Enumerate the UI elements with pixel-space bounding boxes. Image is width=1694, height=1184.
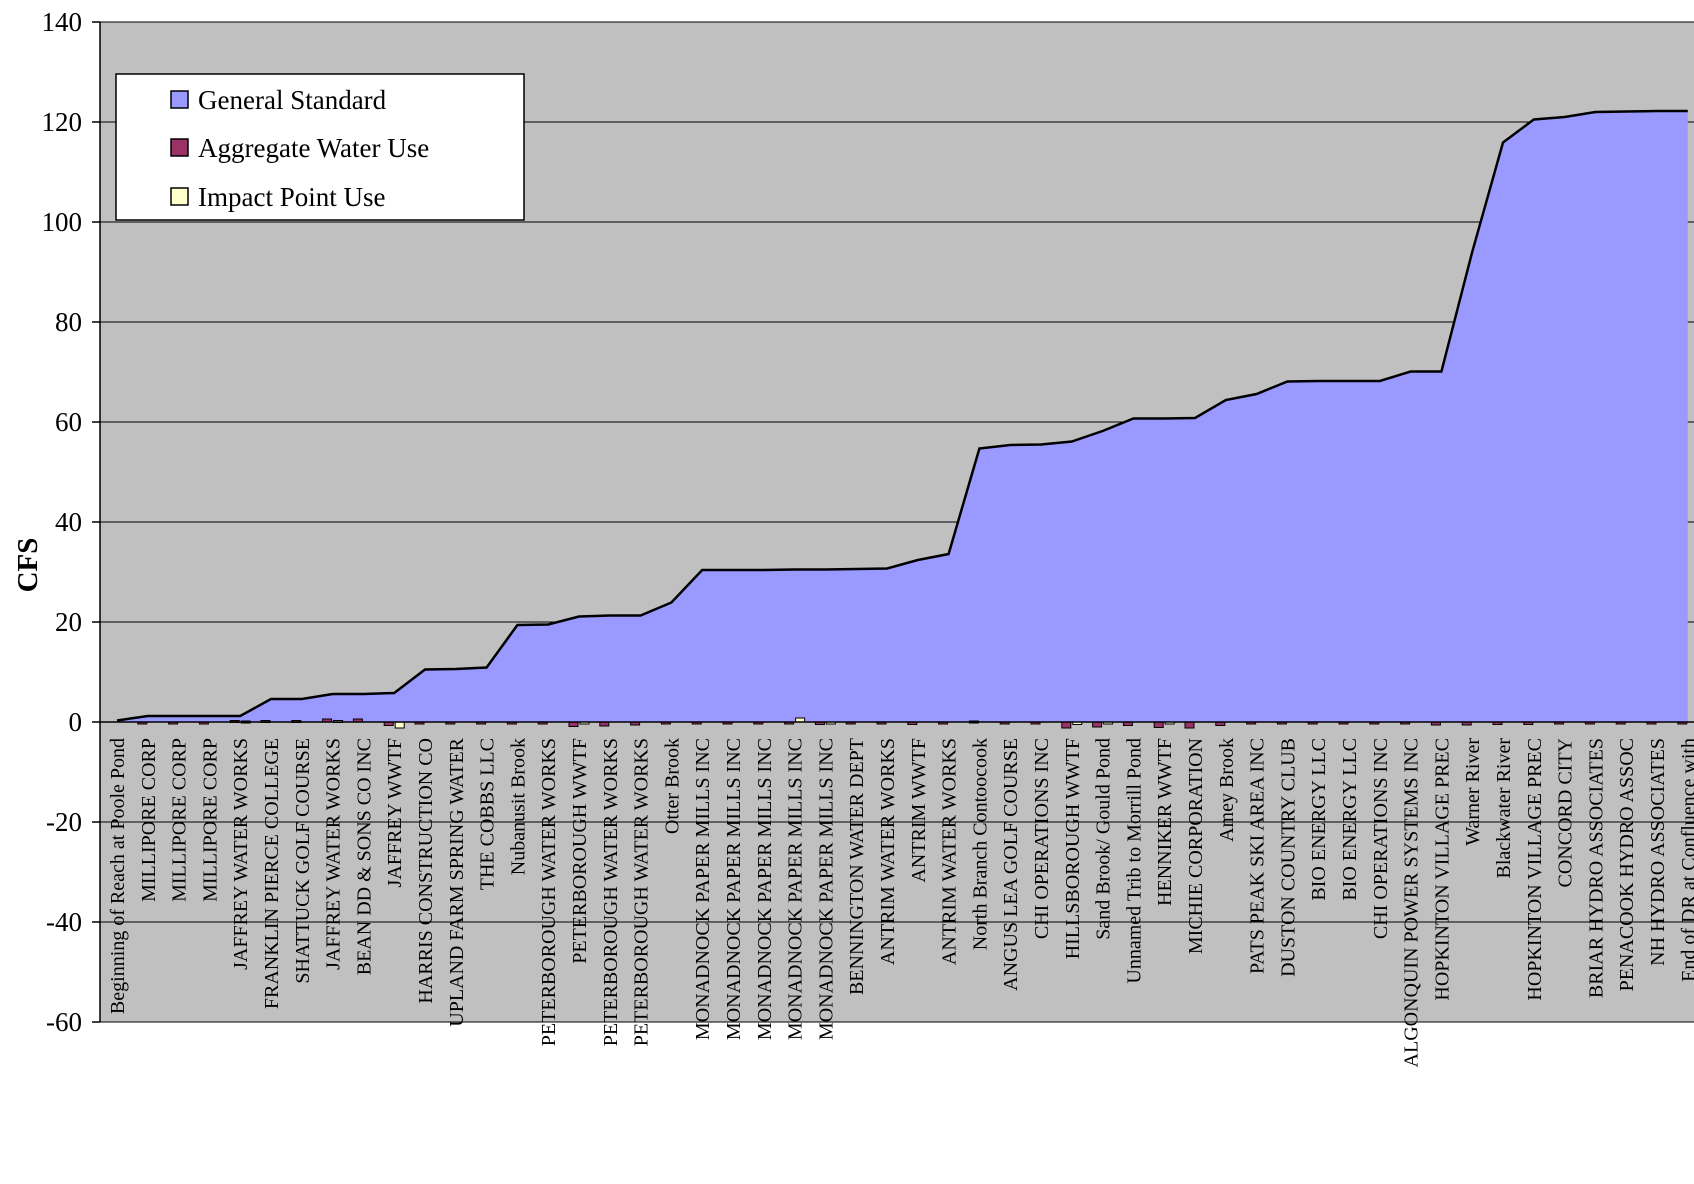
y-axis-ticks: 140 120 100 80 60 40 20 0 -20 -40 -60 [42,7,100,1037]
general-standard-area [117,111,1688,722]
aggregate-water-use-bar [1153,721,1164,728]
x-tick-label: PETERBOROUGH WATER WORKS [600,738,622,1046]
impact-point-use-bar [394,721,405,729]
x-tick-label: CONCORD CITY [1555,738,1577,887]
y-tick-label: 140 [42,7,83,37]
legend-label-aggregate-water-use: Aggregate Water Use [198,133,429,163]
x-tick-label: HARRIS CONSTRUCTION CO [415,738,437,1004]
x-tick-label: THE COBBS LLC [477,738,499,890]
x-tick-label: HOPKINTON VILLAGE PREC [1431,738,1453,1001]
y-tick-label: 80 [55,307,82,337]
x-tick-label: PATS PEAK SKI AREA INC [1247,738,1269,974]
legend-label-general-standard: General Standard [198,85,387,115]
x-tick-label: North Branch Contoocook [969,738,991,950]
x-tick-label: NH HYDRO ASSOCIATES [1647,738,1669,966]
legend-swatch-general-standard [170,90,189,109]
x-tick-label: DUSTON COUNTRY CLUB [1277,738,1299,977]
y-tick-label: 40 [55,507,82,537]
y-tick-label: 60 [55,407,82,437]
x-tick-label: ALGONQUIN POWER SYSTEMS INC [1401,738,1423,1067]
y-tick-label: 0 [69,707,83,737]
x-tick-label: JAFFREY WATER WORKS [230,738,252,970]
y-tick-label: -60 [46,1007,82,1037]
x-tick-label: MONADNOCK PAPER MILLS INC [754,738,776,1040]
x-tick-label: MONADNOCK PAPER MILLS INC [785,738,807,1040]
x-tick-label: HOPKINTON VILLAGE PREC [1524,738,1546,1001]
x-tick-label: PETERBOROUGH WATER WORKS [538,738,560,1046]
x-tick-label: ANTRIM WATER WORKS [877,738,899,965]
x-tick-label: UPLAND FARM SPRING WATER [446,737,468,1026]
x-tick-label: Nubanusit Brook [507,738,529,875]
x-tick-label: HILLSBOROUGH WWTF [1062,738,1084,959]
x-tick-label: MONADNOCK PAPER MILLS INC [723,738,745,1040]
x-tick-label: Sand Brook/ Gould Pond [1093,738,1115,940]
x-tick-label: PETERBOROUGH WATER WORKS [631,738,653,1046]
x-tick-label: JAFFREY WATER WORKS [323,738,345,970]
x-tick-label: BIO ENERGY LLC [1308,738,1330,901]
x-tick-label: Blackwater River [1493,738,1515,879]
general-standard-line [116,109,1688,722]
x-tick-label: ANGUS LEA GOLF COURSE [1000,738,1022,991]
legend-swatch-aggregate-water-use [170,138,189,157]
x-tick-label: CHI OPERATIONS INC [1031,738,1053,939]
x-tick-label: MILLIPORE CORP [138,738,160,902]
x-tick-label: PENACOOK HYDRO ASSOC [1616,738,1638,991]
legend-label-impact-point-use: Impact Point Use [198,182,385,212]
x-tick-label: CHI OPERATIONS INC [1370,738,1392,939]
x-axis-labels: Beginning of Reach at Poole Pond MILLIPOR… [100,721,1694,1067]
x-tick-label: MONADNOCK PAPER MILLS INC [815,738,837,1040]
x-tick-label: Otter Brook [661,738,683,834]
x-tick-label: ANTRIM WATER WORKS [939,738,961,965]
x-tick-label: FRANKLIN PIERCE COLLEGE [261,738,283,1009]
x-tick-label: ANTRIM WWTF [908,738,930,883]
x-tick-label: MICHIE CORPORATION [1185,738,1207,954]
x-tick-label: BRIAR HYDRO ASSOCIATES [1585,738,1607,998]
aggregate-water-use-bar [1061,721,1072,729]
x-tick-label: PETERBOROUGH WWTF [569,738,591,964]
x-tick-label: End of DR at Confluence with [1678,738,1694,982]
y-tick-label: -40 [46,907,82,937]
x-tick-label: BEAN DD & SONS CO INC [353,738,375,975]
legend-swatch-impact-point-use [170,187,189,206]
aggregate-water-use-bar [1184,721,1195,729]
x-tick-label: Unnamed Trib to Morrill Pond [1123,738,1145,984]
x-tick-label: BENNINGTON WATER DEPT [846,738,868,995]
legend: General Standard Aggregate Water Use Imp… [115,73,525,221]
y-tick-label: 120 [42,107,83,137]
x-tick-label: MILLIPORE CORP [169,738,191,902]
y-tick-label: 20 [55,607,82,637]
y-axis-label: CFS [12,538,44,593]
x-tick-label: MILLIPORE CORP [199,738,221,902]
x-tick-label: JAFFREY WWTF [384,738,406,887]
x-tick-label: MONADNOCK PAPER MILLS INC [692,738,714,1040]
y-tick-label: 100 [42,207,83,237]
x-tick-label: Warner River [1462,738,1484,846]
y-tick-label: -20 [46,807,82,837]
x-tick-label: HENNIKER WWTF [1154,738,1176,906]
x-tick-label: BIO ENERGY LLC [1339,738,1361,901]
x-tick-label: SHATTUCK GOLF COURSE [292,738,314,984]
x-tick-label: Amey Brook [1216,738,1238,842]
x-tick-label: Beginning of Reach at Poole Pond [107,738,129,1014]
